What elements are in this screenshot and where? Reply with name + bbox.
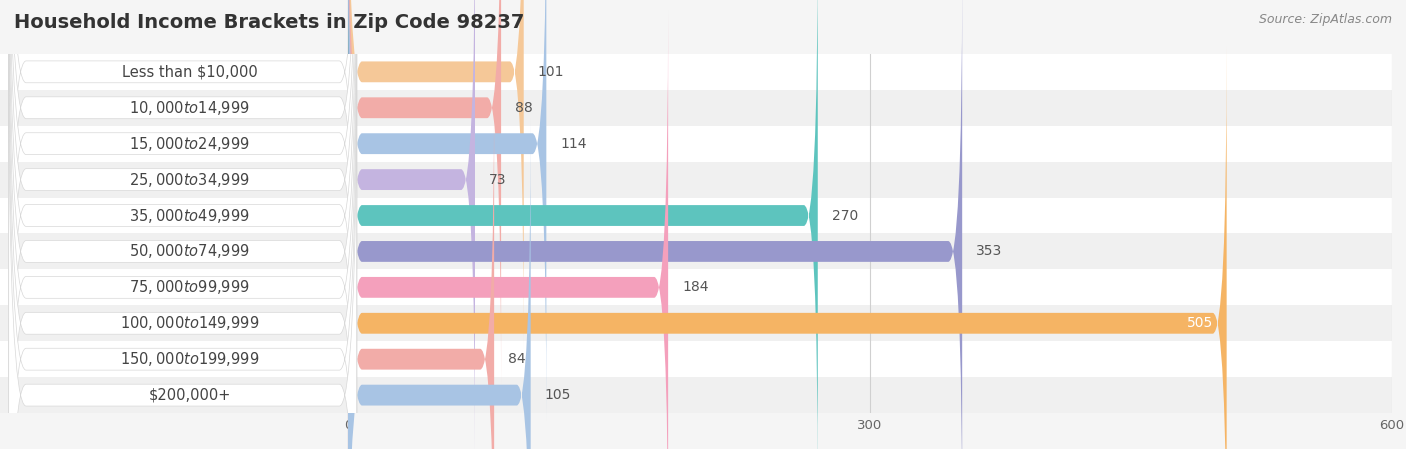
FancyBboxPatch shape — [8, 47, 357, 449]
FancyBboxPatch shape — [8, 11, 357, 449]
Text: 73: 73 — [489, 172, 506, 187]
Text: 101: 101 — [537, 65, 564, 79]
Text: $35,000 to $49,999: $35,000 to $49,999 — [129, 207, 250, 224]
FancyBboxPatch shape — [349, 82, 494, 449]
Text: Source: ZipAtlas.com: Source: ZipAtlas.com — [1258, 13, 1392, 26]
Text: $200,000+: $200,000+ — [149, 387, 231, 403]
Text: $150,000 to $199,999: $150,000 to $199,999 — [120, 350, 259, 368]
FancyBboxPatch shape — [0, 305, 1392, 341]
FancyBboxPatch shape — [0, 90, 1392, 126]
Text: 270: 270 — [832, 208, 858, 223]
FancyBboxPatch shape — [8, 0, 357, 420]
Text: 84: 84 — [508, 352, 526, 366]
FancyBboxPatch shape — [8, 0, 357, 449]
FancyBboxPatch shape — [8, 0, 357, 449]
FancyBboxPatch shape — [349, 0, 962, 449]
Text: 184: 184 — [682, 280, 709, 295]
FancyBboxPatch shape — [8, 0, 357, 449]
FancyBboxPatch shape — [0, 269, 1392, 305]
FancyBboxPatch shape — [8, 0, 357, 449]
FancyBboxPatch shape — [349, 0, 501, 385]
Text: $10,000 to $14,999: $10,000 to $14,999 — [129, 99, 250, 117]
FancyBboxPatch shape — [8, 0, 357, 449]
FancyBboxPatch shape — [8, 0, 357, 449]
FancyBboxPatch shape — [8, 0, 357, 449]
Text: 88: 88 — [515, 101, 533, 115]
Text: $50,000 to $74,999: $50,000 to $74,999 — [129, 242, 250, 260]
FancyBboxPatch shape — [0, 233, 1392, 269]
FancyBboxPatch shape — [0, 162, 1392, 198]
Text: $100,000 to $149,999: $100,000 to $149,999 — [120, 314, 259, 332]
Text: Less than $10,000: Less than $10,000 — [122, 64, 257, 79]
FancyBboxPatch shape — [349, 118, 530, 449]
FancyBboxPatch shape — [349, 0, 475, 449]
Text: Household Income Brackets in Zip Code 98237: Household Income Brackets in Zip Code 98… — [14, 13, 524, 32]
FancyBboxPatch shape — [349, 0, 547, 421]
Text: $15,000 to $24,999: $15,000 to $24,999 — [129, 135, 250, 153]
Text: 105: 105 — [544, 388, 571, 402]
FancyBboxPatch shape — [349, 0, 818, 449]
FancyBboxPatch shape — [0, 198, 1392, 233]
FancyBboxPatch shape — [349, 0, 523, 349]
FancyBboxPatch shape — [0, 341, 1392, 377]
FancyBboxPatch shape — [0, 54, 1392, 90]
FancyBboxPatch shape — [0, 377, 1392, 413]
Text: $25,000 to $34,999: $25,000 to $34,999 — [129, 171, 250, 189]
FancyBboxPatch shape — [0, 126, 1392, 162]
Text: $75,000 to $99,999: $75,000 to $99,999 — [129, 278, 250, 296]
Text: 505: 505 — [1187, 316, 1213, 330]
FancyBboxPatch shape — [349, 10, 668, 449]
Text: 353: 353 — [976, 244, 1002, 259]
Text: 114: 114 — [560, 136, 586, 151]
FancyBboxPatch shape — [349, 46, 1226, 449]
